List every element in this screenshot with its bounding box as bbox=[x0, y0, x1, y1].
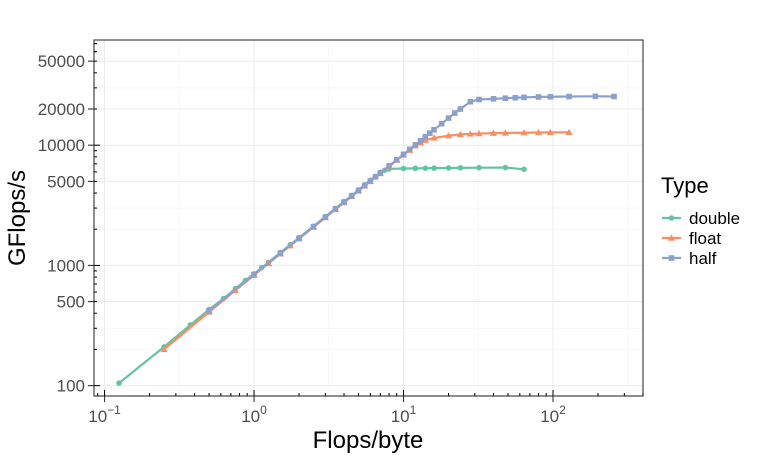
data-point-half bbox=[348, 193, 355, 199]
legend-item-double: double bbox=[662, 209, 740, 228]
x-tick-label: 10−1 bbox=[88, 403, 121, 426]
data-point-half bbox=[566, 93, 572, 100]
data-point-half bbox=[535, 94, 542, 100]
data-point-double bbox=[431, 165, 437, 171]
y-tick-label: 500 bbox=[57, 293, 85, 312]
data-point-double bbox=[445, 165, 452, 171]
data-point-double bbox=[422, 165, 429, 171]
data-point-half bbox=[367, 178, 374, 184]
x-tick-label: 101 bbox=[391, 403, 417, 426]
data-point-double bbox=[116, 380, 122, 386]
legend-label: float bbox=[689, 229, 721, 248]
data-point-double bbox=[521, 166, 527, 173]
y-tick-label: 1000 bbox=[47, 256, 85, 275]
data-point-float bbox=[421, 136, 429, 143]
data-point-float bbox=[444, 132, 453, 139]
data-point-half bbox=[521, 94, 527, 101]
data-point-half bbox=[251, 271, 257, 278]
data-point-half bbox=[332, 206, 339, 212]
data-point-half bbox=[451, 110, 458, 116]
data-point-half bbox=[386, 163, 392, 169]
data-point-half bbox=[310, 223, 317, 230]
legend-key-marker bbox=[667, 234, 676, 241]
panel-border bbox=[93, 39, 644, 397]
data-point-float bbox=[489, 129, 498, 136]
data-point-half bbox=[490, 96, 497, 102]
data-point-half bbox=[400, 151, 407, 158]
data-point-float bbox=[546, 128, 554, 136]
data-point-double bbox=[457, 165, 464, 171]
data-point-half bbox=[355, 187, 362, 194]
data-point-float bbox=[565, 128, 573, 136]
data-point-float bbox=[534, 128, 543, 136]
y-tick-label: 20000 bbox=[38, 100, 85, 119]
data-point-double bbox=[502, 164, 509, 171]
panel-background bbox=[94, 40, 643, 396]
y-tick-label: 5000 bbox=[47, 172, 85, 191]
data-point-double bbox=[476, 164, 482, 171]
data-point-float bbox=[466, 130, 474, 137]
data-point-half bbox=[445, 115, 452, 121]
data-point-float bbox=[430, 134, 438, 141]
data-point-half bbox=[457, 106, 464, 112]
data-point-half bbox=[431, 126, 437, 133]
data-point-half bbox=[427, 130, 433, 136]
series-group bbox=[116, 93, 617, 386]
data-point-half bbox=[361, 182, 368, 189]
y-tick-label: 10000 bbox=[38, 136, 85, 155]
data-point-double bbox=[412, 165, 419, 172]
y-tick-label: 100 bbox=[57, 377, 85, 396]
data-point-float bbox=[456, 130, 464, 138]
data-point-half bbox=[406, 146, 413, 153]
legend-label: half bbox=[689, 249, 717, 268]
data-point-half bbox=[467, 98, 474, 105]
x-tick-label: 102 bbox=[540, 403, 566, 426]
x-tick-label: 100 bbox=[241, 403, 267, 426]
data-point-half bbox=[417, 137, 424, 144]
data-point-half bbox=[512, 94, 519, 101]
data-point-float bbox=[501, 129, 509, 136]
data-point-half bbox=[206, 307, 212, 314]
legend-item-half: half bbox=[662, 249, 717, 268]
data-point-float bbox=[475, 129, 483, 137]
data-point-half bbox=[412, 141, 419, 148]
data-point-half bbox=[476, 96, 482, 103]
y-axis-title: GFlops/s bbox=[4, 170, 31, 266]
data-point-half bbox=[296, 235, 302, 242]
data-point-half bbox=[438, 120, 445, 127]
data-point-half bbox=[277, 250, 284, 257]
data-point-half bbox=[547, 93, 554, 100]
data-point-half bbox=[377, 170, 384, 176]
data-point-half bbox=[502, 95, 509, 102]
series-half bbox=[206, 93, 617, 314]
legend-key-marker bbox=[668, 255, 675, 261]
data-point-double bbox=[400, 165, 407, 172]
data-point-half bbox=[341, 199, 347, 205]
legend-key-marker bbox=[668, 215, 675, 221]
y-tick-label: 50000 bbox=[38, 52, 85, 71]
legend-title: Type bbox=[661, 173, 709, 198]
legend-label: double bbox=[689, 209, 740, 228]
x-axis-title: Flops/byte bbox=[313, 427, 424, 454]
data-point-half bbox=[372, 173, 379, 180]
data-point-half bbox=[422, 133, 429, 140]
data-point-half bbox=[611, 93, 617, 100]
data-point-half bbox=[322, 214, 329, 220]
data-point-half bbox=[592, 93, 599, 100]
data-point-float bbox=[160, 345, 168, 353]
data-point-float bbox=[520, 129, 528, 136]
legend-item-float: float bbox=[662, 229, 721, 248]
data-point-half bbox=[393, 157, 400, 163]
